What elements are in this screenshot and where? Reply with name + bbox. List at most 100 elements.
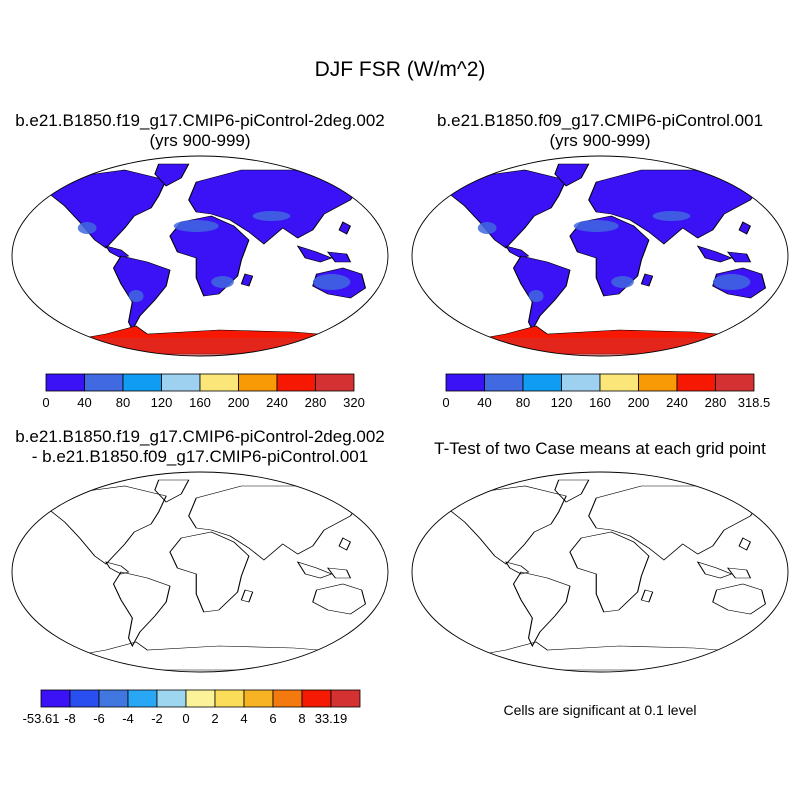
panel2-title: b.e21.B1850.f09_g17.CMIP6-piControl.001 … — [400, 111, 800, 151]
colorbar-tick-label: 80 — [516, 395, 530, 410]
colorbar-tick-label: 0 — [442, 395, 449, 410]
shading-patch — [77, 222, 97, 234]
colorbar-swatch — [122, 373, 162, 392]
colorbar-tick-label: 40 — [77, 395, 91, 410]
colorbar-swatch — [715, 373, 755, 392]
colorbar-swatch — [638, 373, 678, 392]
map-panel-2 — [411, 155, 789, 357]
colorbar-tick-label: 318.5 — [738, 395, 771, 410]
colorbar-3: -53.61 -8 -6 -4 -2 0 2 4 6 8 33.19 — [23, 689, 361, 726]
continents-shading — [50, 164, 366, 330]
colorbar-swatch — [272, 689, 303, 708]
colorbar-2: 0 40 80 120 160 200 240 280 318.5 — [442, 373, 771, 410]
colorbar-swatch — [484, 373, 524, 392]
map-border — [11, 471, 389, 673]
colorbar-tick-label: 0 — [182, 711, 189, 726]
significance-note: Cells are significant at 0.1 level — [503, 702, 697, 718]
colorbar-tick-label: 160 — [189, 395, 211, 410]
shading-patch — [173, 220, 219, 232]
colorbar-tick-label: -4 — [122, 711, 134, 726]
colorbar-swatch — [161, 373, 201, 392]
colorbar-swatch — [185, 689, 216, 708]
colorbar-tick-label: 280 — [305, 395, 327, 410]
colorbar-tick-label: 80 — [116, 395, 130, 410]
panel3-title-line1: b.e21.B1850.f19_g17.CMIP6-piControl-2deg… — [15, 427, 385, 446]
shading-patch — [312, 274, 351, 290]
colorbar-swatch — [238, 373, 278, 392]
colorbar-swatch — [276, 373, 316, 392]
colorbar-tick-label: -8 — [64, 711, 76, 726]
colorbar-tick-label: 120 — [151, 395, 173, 410]
colorbar-tick-label: 8 — [298, 711, 305, 726]
map-panel-1 — [11, 155, 389, 357]
panel4-title: T-Test of two Case means at each grid po… — [400, 439, 800, 459]
colorbar-tick-label: -53.61 — [23, 711, 60, 726]
shading-patch — [652, 211, 691, 221]
colorbar-tick-label: 200 — [228, 395, 250, 410]
figure-title: DJF FSR (W/m^2) — [314, 58, 486, 81]
map-panel-3 — [11, 471, 389, 673]
colorbar-swatch — [156, 689, 187, 708]
panel2-title-line2: (yrs 900-999) — [549, 131, 651, 150]
colorbar-tick-label: 2 — [211, 711, 218, 726]
colorbar-1: 0 40 80 120 160 200 240 280 320 — [42, 373, 365, 410]
panel4-title-line1: T-Test of two Case means at each grid po… — [434, 439, 766, 458]
panel1-title-line1: b.e21.B1850.f19_g17.CMIP6-piControl-2deg… — [15, 111, 385, 130]
antarctica-coastline — [461, 642, 762, 670]
colorbar-swatch — [84, 373, 124, 392]
colorbar-swatch — [561, 373, 601, 392]
shading-patch — [211, 276, 234, 288]
coastlines — [450, 480, 766, 646]
shading-patch — [528, 290, 544, 302]
colorbar-swatch — [301, 689, 332, 708]
colorbar-tick-label: -2 — [151, 711, 163, 726]
colorbar-tick-label: 6 — [269, 711, 276, 726]
difference-field — [49, 479, 366, 671]
colorbar-tick-label: 120 — [551, 395, 573, 410]
colorbar-swatch — [127, 689, 158, 708]
map-border — [411, 155, 789, 357]
colorbar-swatch — [98, 689, 129, 708]
colorbar-tick-label: 320 — [343, 395, 365, 410]
antarctica-coastline — [61, 642, 362, 670]
significance-field — [449, 479, 766, 671]
colorbar-tick-label: -6 — [93, 711, 105, 726]
panel2-title-line1: b.e21.B1850.f09_g17.CMIP6-piControl.001 — [436, 111, 764, 130]
colorbar-tick-label: 33.19 — [315, 711, 348, 726]
colorbar-swatch — [40, 689, 71, 708]
colorbar-tick-label: 40 — [477, 395, 491, 410]
colorbar-swatch — [445, 373, 485, 392]
colorbar-tick-label: 280 — [705, 395, 727, 410]
colorbar-tick-label: 240 — [666, 395, 688, 410]
colorbar-tick-label: 4 — [240, 711, 247, 726]
panel3-title: b.e21.B1850.f19_g17.CMIP6-piControl-2deg… — [0, 427, 400, 467]
colorbar-swatch — [676, 373, 716, 392]
panel3-title-line2: - b.e21.B1850.f09_g17.CMIP6-piControl.00… — [31, 447, 369, 466]
colorbar-tick-label: 160 — [589, 395, 611, 410]
panel1-title: b.e21.B1850.f19_g17.CMIP6-piControl-2deg… — [0, 111, 400, 151]
shading-patch — [252, 211, 291, 221]
continents-shading — [450, 164, 766, 330]
colorbar-swatch — [69, 689, 100, 708]
colorbar-swatch — [315, 373, 355, 392]
colorbar-swatch — [330, 689, 361, 708]
panel1-title-line2: (yrs 900-999) — [149, 131, 251, 150]
colorbar-swatch — [214, 689, 245, 708]
shading-patch — [477, 222, 497, 234]
colorbar-tick-label: 240 — [266, 395, 288, 410]
shading-patch — [712, 274, 751, 290]
antarctica-interior — [412, 338, 788, 356]
colorbar-swatch — [599, 373, 639, 392]
map-border — [11, 155, 389, 357]
map-border — [411, 471, 789, 673]
shading-patch — [611, 276, 634, 288]
colorbar-swatch — [243, 689, 274, 708]
colorbar-tick-label: 0 — [42, 395, 49, 410]
shading-patch — [128, 290, 144, 302]
colorbar-swatch — [199, 373, 239, 392]
shading-patch — [573, 220, 619, 232]
coastlines — [50, 480, 366, 646]
colorbar-swatch — [522, 373, 562, 392]
colorbar-tick-label: 200 — [628, 395, 650, 410]
